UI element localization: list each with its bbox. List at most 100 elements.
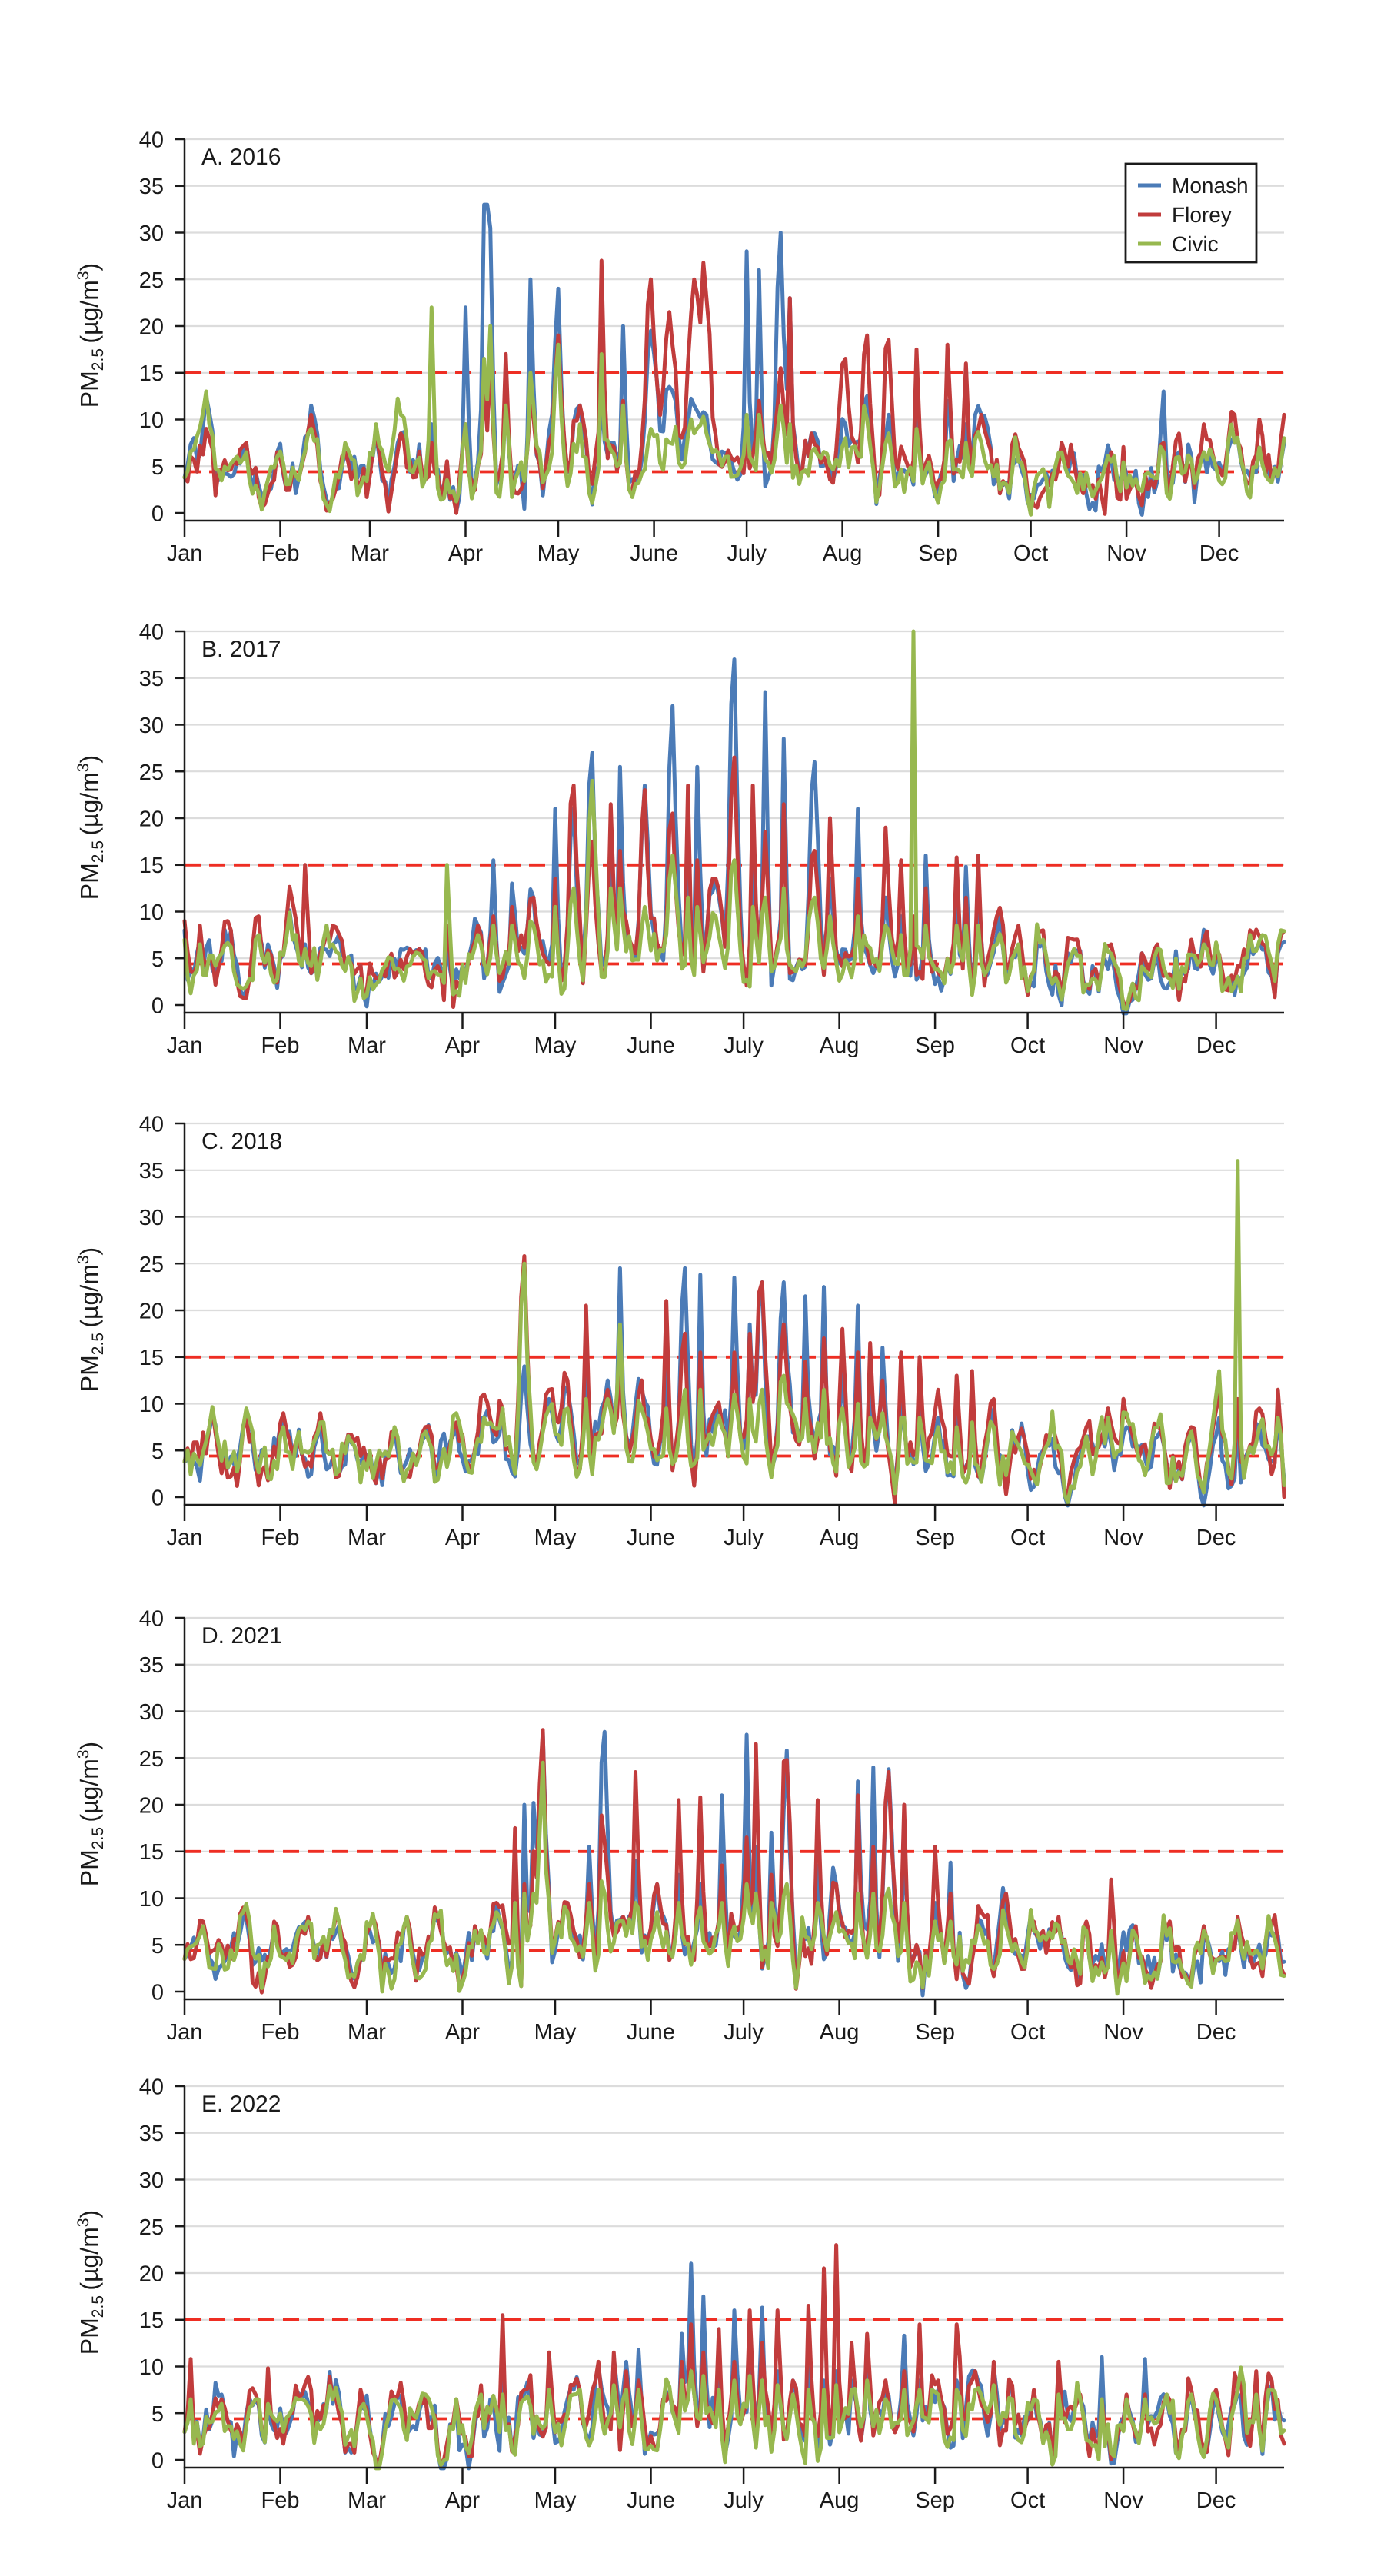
svg-text:40: 40 [139,1607,164,1632]
svg-text:0: 0 [151,1981,164,2005]
svg-text:Aug: Aug [823,541,863,566]
svg-text:Jan: Jan [167,1526,203,1550]
svg-text:Feb: Feb [261,2020,300,2045]
svg-text:30: 30 [139,1206,164,1230]
svg-text:20: 20 [139,1300,164,1324]
svg-text:Apr: Apr [448,541,483,566]
svg-text:40: 40 [139,2075,164,2100]
svg-text:35: 35 [139,175,164,199]
svg-text:20: 20 [139,807,164,832]
svg-text:Nov: Nov [1106,541,1146,566]
svg-text:30: 30 [139,221,164,246]
svg-text:Sep: Sep [918,541,958,566]
svg-text:Florey: Florey [1172,203,1232,227]
svg-text:5: 5 [151,1439,164,1464]
svg-text:PM2.5 (µg/m3): PM2.5 (µg/m3) [75,263,107,408]
svg-text:PM2.5 (µg/m3): PM2.5 (µg/m3) [75,755,107,900]
svg-text:Aug: Aug [820,2488,860,2513]
svg-text:Nov: Nov [1103,1526,1143,1550]
svg-text:Aug: Aug [820,1033,860,1058]
svg-text:Monash: Monash [1172,174,1249,198]
svg-text:Sep: Sep [915,2488,955,2513]
svg-text:Mar: Mar [348,2020,386,2045]
svg-text:Sep: Sep [915,1033,955,1058]
svg-text:40: 40 [139,1113,164,1137]
svg-text:Oct: Oct [1010,2488,1045,2513]
svg-text:Apr: Apr [445,1033,480,1058]
svg-text:Nov: Nov [1103,2488,1143,2513]
svg-text:May: May [534,2488,577,2513]
svg-text:Dec: Dec [1196,2488,1236,2513]
svg-text:25: 25 [139,1747,164,1772]
svg-text:June: June [627,2020,675,2045]
svg-text:Civic: Civic [1172,232,1219,256]
svg-text:Feb: Feb [261,541,300,566]
svg-text:E. 2022: E. 2022 [201,2092,281,2117]
svg-text:35: 35 [139,1159,164,1183]
svg-text:June: June [627,1033,675,1058]
svg-text:Dec: Dec [1196,1526,1236,1550]
svg-text:25: 25 [139,1253,164,1277]
svg-text:5: 5 [151,455,164,480]
svg-text:D. 2021: D. 2021 [201,1623,282,1649]
svg-text:10: 10 [139,1393,164,1417]
svg-text:Dec: Dec [1196,1033,1236,1058]
svg-text:35: 35 [139,1653,164,1678]
svg-text:20: 20 [139,315,164,340]
svg-text:0: 0 [151,1486,164,1511]
svg-text:10: 10 [139,1887,164,1912]
svg-text:PM2.5 (µg/m3): PM2.5 (µg/m3) [75,1742,107,1886]
svg-text:Feb: Feb [261,1526,300,1550]
svg-text:PM2.5 (µg/m3): PM2.5 (µg/m3) [75,2210,107,2355]
svg-text:Apr: Apr [445,2020,480,2045]
svg-text:C. 2018: C. 2018 [201,1129,282,1154]
svg-text:10: 10 [139,408,164,433]
svg-text:35: 35 [139,2122,164,2146]
svg-text:May: May [537,541,580,566]
svg-text:Oct: Oct [1013,541,1048,566]
svg-text:Mar: Mar [348,2488,386,2513]
svg-text:0: 0 [151,994,164,1019]
svg-text:Sep: Sep [915,2020,955,2045]
svg-text:Nov: Nov [1103,1033,1143,1058]
svg-text:Jan: Jan [167,2488,203,2513]
svg-text:Oct: Oct [1010,1033,1045,1058]
svg-text:25: 25 [139,2215,164,2240]
svg-text:July: July [724,2488,764,2513]
svg-text:Mar: Mar [351,541,389,566]
svg-text:June: June [627,2488,675,2513]
svg-text:5: 5 [151,947,164,972]
svg-text:35: 35 [139,667,164,691]
svg-text:Dec: Dec [1199,541,1239,566]
svg-text:July: July [724,1526,764,1550]
svg-text:May: May [534,1033,577,1058]
svg-text:Mar: Mar [348,1033,386,1058]
svg-text:20: 20 [139,1794,164,1819]
svg-text:June: June [630,541,678,566]
svg-text:PM2.5 (µg/m3): PM2.5 (µg/m3) [75,1247,107,1392]
svg-text:A. 2016: A. 2016 [201,145,281,170]
svg-text:Jan: Jan [167,1033,203,1058]
svg-text:May: May [534,2020,577,2045]
svg-text:May: May [534,1526,577,1550]
svg-text:30: 30 [139,2168,164,2193]
svg-text:Oct: Oct [1010,1526,1045,1550]
svg-text:June: June [627,1526,675,1550]
svg-text:Jan: Jan [167,541,203,566]
svg-text:Dec: Dec [1196,2020,1236,2045]
svg-text:July: July [724,2020,764,2045]
svg-text:Mar: Mar [348,1526,386,1550]
svg-text:Oct: Oct [1010,2020,1045,2045]
svg-text:20: 20 [139,2262,164,2287]
svg-text:15: 15 [139,361,164,386]
svg-text:15: 15 [139,1346,164,1370]
svg-text:25: 25 [139,760,164,785]
svg-text:10: 10 [139,2355,164,2380]
svg-text:40: 40 [139,128,164,153]
svg-text:Feb: Feb [261,2488,300,2513]
svg-text:July: July [724,1033,764,1058]
svg-text:Aug: Aug [820,1526,860,1550]
svg-text:25: 25 [139,268,164,293]
svg-text:July: July [727,541,767,566]
svg-text:30: 30 [139,1700,164,1725]
